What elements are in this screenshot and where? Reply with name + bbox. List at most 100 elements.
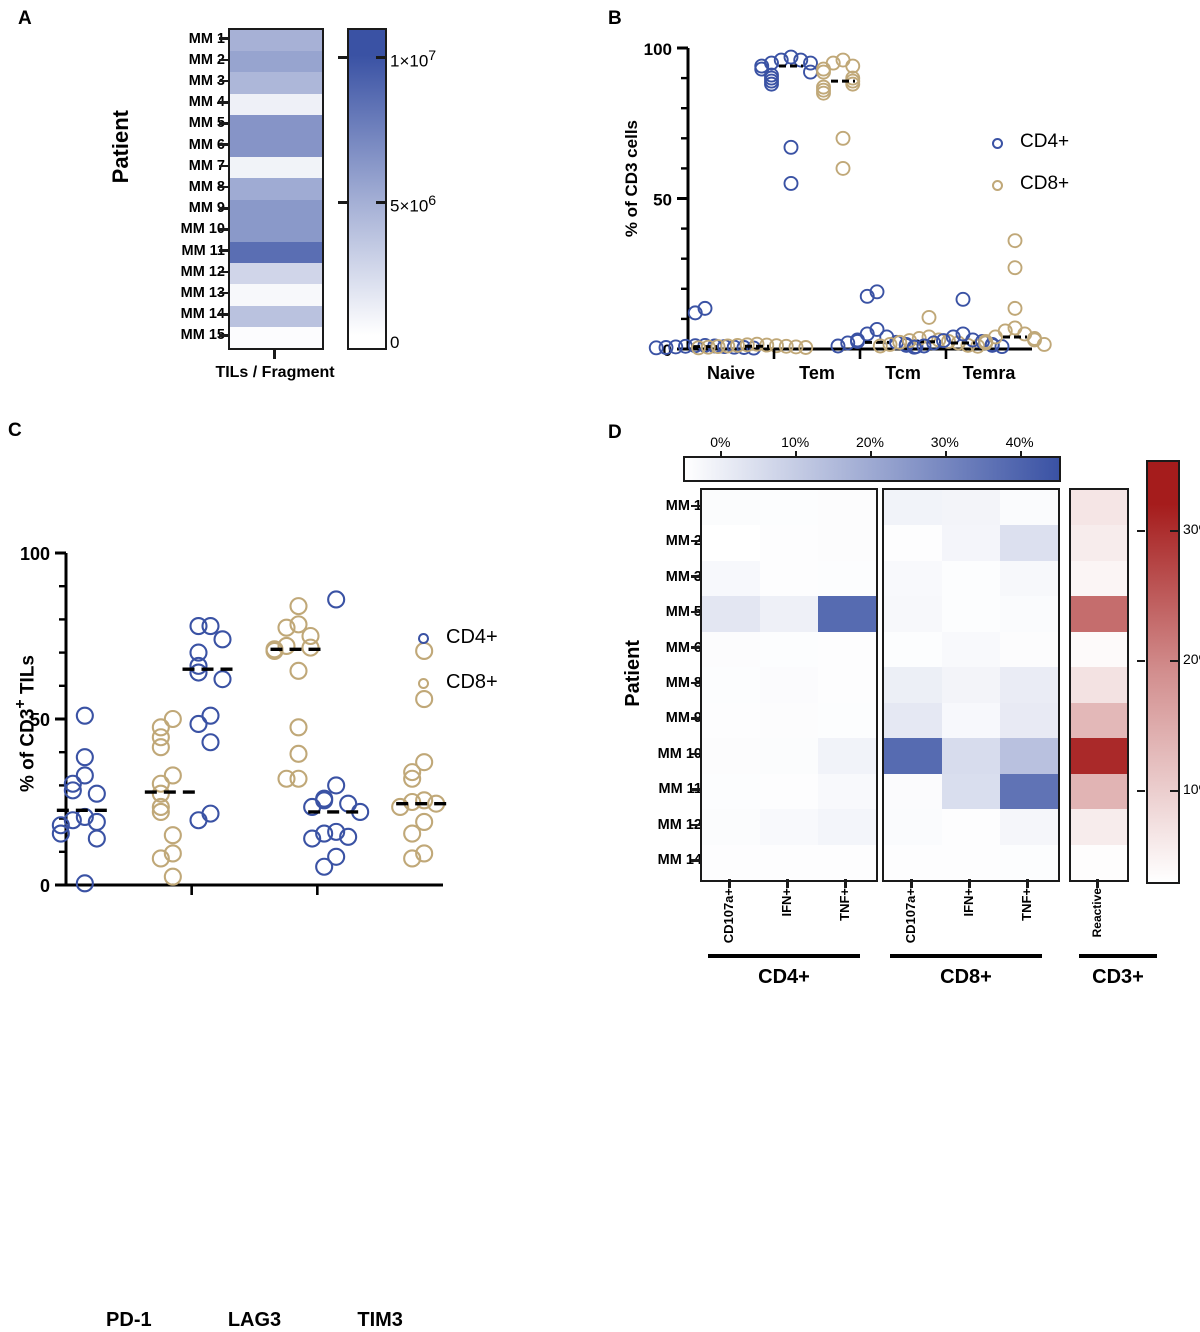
data-point-cd4plus — [189, 656, 208, 675]
x-category-label: Tcm — [885, 363, 921, 383]
heatmap-cell — [702, 596, 760, 632]
panel-a-row-label: MM 1 — [188, 30, 225, 47]
data-point-cd4plus — [783, 49, 799, 65]
heatmap-cell — [702, 738, 760, 774]
data-point-cd8plus — [163, 826, 182, 845]
table-row — [702, 738, 876, 774]
panel-d-top-colorbar-tick-label: 0% — [710, 434, 731, 450]
heatmap-cell — [818, 809, 876, 845]
panel-d-row-label: MM 3 — [665, 568, 702, 585]
panel-a-row-tick — [219, 185, 228, 189]
panel-a-colorbar-tick — [376, 56, 385, 59]
data-point-cd8plus — [151, 774, 170, 793]
panel-c-ylabel: % of CD3+ TILs — [12, 655, 39, 792]
heatmap-cell — [1000, 702, 1058, 739]
panel-d-row-tick — [691, 859, 700, 862]
data-point-cd4plus — [783, 139, 799, 155]
heatmap-cell — [884, 631, 942, 668]
data-point-cd4plus — [63, 781, 82, 800]
data-point-cd4plus — [803, 55, 818, 71]
panel-d-heatmap-cd8 — [882, 488, 1060, 882]
data-point-cd4plus — [87, 784, 106, 803]
panel-a-xaxis-tick — [273, 349, 276, 359]
data-point-cd4plus — [648, 340, 664, 356]
heatmap-cell-reactive — [1071, 631, 1127, 668]
panel-a-row-tick — [219, 58, 228, 62]
data-point-cd8plus — [816, 85, 831, 101]
data-point-cd8plus — [415, 791, 434, 810]
heatmap-cell-reactive — [1071, 773, 1127, 810]
panel-d-row-label: MM 5 — [665, 604, 702, 621]
data-point-cd8plus — [415, 753, 434, 772]
data-point-cd4plus — [926, 335, 942, 351]
heatmap-cell — [702, 844, 760, 880]
heatmap-cell — [884, 596, 942, 632]
heatmap-cell — [702, 631, 760, 668]
panel-a-row-label: MM 2 — [188, 51, 225, 68]
panel-a-colorbar-tick — [338, 56, 347, 59]
panel-a-cell — [230, 305, 322, 327]
panel-d-row-tick — [691, 504, 700, 508]
data-point-cd4plus — [75, 748, 94, 767]
panel-a-colorbar-label-2: 5×106 — [390, 193, 436, 217]
panel-a-letter: A — [18, 8, 33, 29]
panel-c-ylabel-pre: % of CD3 — [17, 708, 39, 792]
panel-d-row-label: MM 14 — [657, 852, 702, 869]
data-point-cd4plus — [327, 822, 346, 841]
legend-label: CD8+ — [1020, 173, 1070, 194]
panel-d-right-colorbar-tick-label: 10% — [1183, 781, 1200, 797]
data-point-cd4plus — [189, 616, 208, 636]
data-point-cd8plus — [1007, 233, 1023, 249]
data-point-cd4plus — [189, 714, 208, 734]
table-row — [884, 809, 1058, 845]
heatmap-cell — [818, 702, 876, 739]
heatmap-cell — [818, 490, 876, 526]
heatmap-cell — [942, 525, 1000, 561]
panel-a-row-tick — [219, 143, 228, 146]
data-point-cd8plus — [892, 334, 908, 350]
heatmap-cell — [884, 844, 942, 880]
heatmap-cell — [942, 738, 1000, 774]
data-point-cd8plus — [700, 339, 716, 355]
heatmap-cell — [702, 560, 760, 597]
data-point-cd8plus — [921, 309, 937, 325]
panel-d-row-tick — [691, 681, 700, 685]
panel-a-colorbar-label-1: 1×107 — [390, 48, 436, 72]
panel-c-plot: 0 50 100 — [20, 544, 453, 896]
legend-label: CD8+ — [446, 671, 498, 693]
heatmap-cell — [942, 809, 1000, 845]
heatmap-cell — [760, 844, 818, 880]
panel-a-cell — [230, 242, 322, 264]
data-point-cd4plus — [327, 776, 346, 795]
heatmap-cell — [1000, 560, 1058, 597]
y-tick-label: 50 — [653, 191, 672, 210]
data-point-cd8plus — [289, 744, 308, 763]
heatmap-cell-reactive — [1071, 525, 1127, 561]
cb-a-t2: 5×10 — [390, 196, 429, 216]
data-point-cd4plus — [75, 874, 94, 893]
panel-d-group-bar — [708, 954, 860, 958]
x-category-label: Tem — [799, 363, 835, 383]
panel-d-column-tick — [786, 879, 789, 888]
panel-d-row-label: MM 10 — [657, 745, 702, 762]
y-tick-label: 100 — [20, 544, 50, 564]
data-point-cd4plus — [75, 706, 94, 725]
table-row — [884, 738, 1058, 774]
data-point-cd8plus — [882, 337, 898, 352]
heatmap-cell — [818, 667, 876, 703]
data-point-cd8plus — [710, 339, 726, 355]
data-point-cd8plus — [163, 844, 182, 863]
panel-d-heatmap-cd3 — [1069, 488, 1129, 882]
heatmap-cell-reactive — [1071, 560, 1127, 597]
panel-a-cell — [230, 93, 322, 115]
panel-d-right-colorbar-tick — [1137, 530, 1145, 533]
table-row — [884, 631, 1058, 668]
panel-a-row-tick — [219, 79, 228, 83]
panel-a-cell — [230, 178, 322, 200]
data-point-cd4plus — [303, 829, 322, 848]
panel-d-heatmap-cd4 — [700, 488, 878, 882]
panel-a-row-label: MM 8 — [188, 179, 225, 195]
panel-d-row-tick — [691, 823, 700, 827]
data-point-cd8plus — [1007, 300, 1023, 316]
heatmap-cell — [760, 702, 818, 739]
